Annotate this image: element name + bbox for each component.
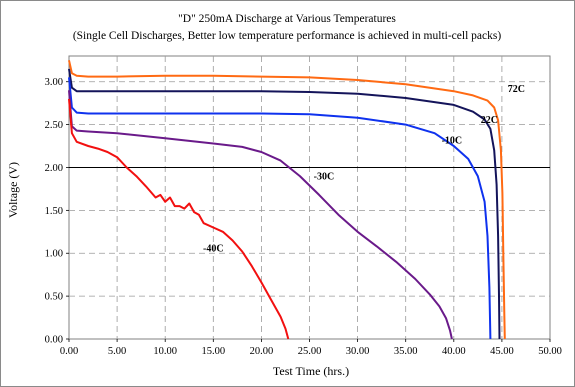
x-axis-title: Test Time (hrs.): [273, 364, 349, 378]
x-tick-label: 40.00: [442, 346, 466, 357]
x-tick-label: 25.00: [298, 346, 322, 357]
x-tick-label: 35.00: [394, 346, 418, 357]
series-line-72c: [68, 60, 506, 340]
series-line-30c: [68, 90, 453, 340]
chart-subtitle: (Single Cell Discharges, Better low temp…: [73, 30, 502, 42]
x-tick-label: 50.00: [538, 346, 562, 357]
series-line-22c: [68, 68, 501, 340]
x-tick-labels: 0.00 5.00 10.00 15.00 20.00 25.00 30.00 35.00 40…: [60, 339, 562, 357]
x-tick-label: 20.00: [250, 346, 274, 357]
series-label: -30C: [314, 171, 335, 182]
x-tick-label: 45.00: [490, 346, 514, 357]
y-tick-label: 1.50: [45, 206, 63, 217]
x-tick-label: 0.00: [60, 346, 78, 357]
series-label: 72C: [508, 84, 525, 95]
series-label: -10C: [442, 135, 463, 146]
x-tick-label: 5.00: [108, 346, 126, 357]
series-lines: [68, 60, 506, 340]
y-tick-label: 1.00: [45, 249, 63, 260]
y-axis-title: Voltage (V): [6, 162, 20, 218]
y-tick-label: 2.50: [45, 120, 63, 131]
series-labels: 72C 22C -10C -30C -40C: [203, 84, 525, 255]
chart-title: "D" 250mA Discharge at Various Temperatu…: [178, 13, 396, 25]
x-tick-label: 15.00: [201, 346, 225, 357]
x-tick-label: 10.00: [153, 346, 177, 357]
y-tick-label: 3.00: [45, 77, 63, 88]
y-tick-label: 0.50: [45, 292, 63, 303]
y-tick-label: 2.00: [45, 163, 63, 174]
series-line-10c: [68, 77, 492, 340]
grid-lines: [69, 56, 550, 339]
x-tick-label: 30.00: [346, 346, 370, 357]
series-label: -40C: [203, 244, 224, 255]
y-tick-labels: 0.00 0.50 1.00 1.50 2.00 2.50 3.00: [45, 77, 69, 346]
series-line-40c: [68, 98, 290, 340]
series-label: 22C: [481, 115, 498, 126]
y-tick-label: 0.00: [45, 335, 63, 346]
